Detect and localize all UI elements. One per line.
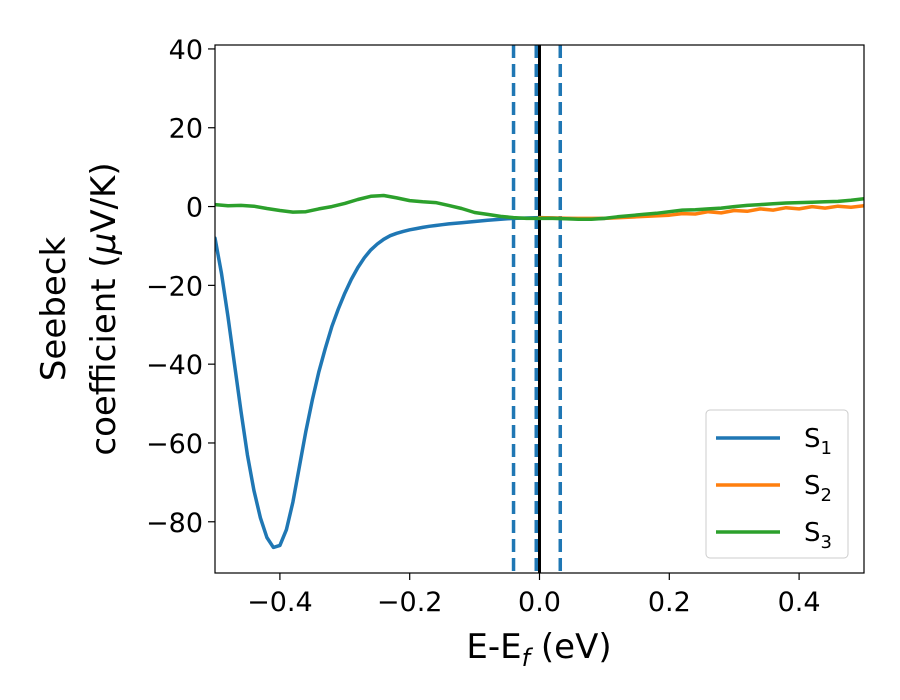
x-tick-label: −0.2 <box>377 587 443 618</box>
x-axis-ticks: −0.4 −0.2 0.0 0.2 0.4 <box>247 573 821 618</box>
y-axis-title-line2: coefficient (μV/K) <box>84 162 124 455</box>
legend: S1 S2 S3 <box>705 409 849 559</box>
y-axis-title-line1: Seebeck <box>34 237 74 382</box>
vertical-markers <box>511 45 563 573</box>
legend-label: S3 <box>804 518 832 553</box>
x-tick-label: −0.4 <box>247 587 313 618</box>
y-tick-label: −80 <box>146 508 203 539</box>
legend-item-s1: S1 <box>716 424 832 459</box>
series-line-s2 <box>537 204 864 221</box>
y-tick-label: 20 <box>169 114 203 145</box>
legend-item-s3: S3 <box>716 518 832 553</box>
x-tick-label: 0.2 <box>648 587 691 618</box>
legend-label: S2 <box>804 471 832 506</box>
y-tick-label: −40 <box>146 350 203 381</box>
y-tick-label: 0 <box>186 193 203 224</box>
series-line-s1 <box>215 215 607 550</box>
y-axis-title: Seebeck coefficient (μV/K) <box>34 162 124 455</box>
x-axis-title: E-Ef (eV) <box>466 627 611 672</box>
x-tick-label: 0.0 <box>518 587 561 618</box>
legend-item-s2: S2 <box>716 471 832 506</box>
y-tick-label: −20 <box>146 271 203 302</box>
y-tick-label: 40 <box>169 35 203 66</box>
y-axis-ticks: −80 −60 −40 −20 0 20 40 <box>146 35 215 539</box>
legend-label: S1 <box>804 424 832 459</box>
y-tick-label: −60 <box>146 429 203 460</box>
x-tick-label: 0.4 <box>778 587 821 618</box>
series-line-s3 <box>215 193 864 221</box>
series-lines <box>215 193 864 550</box>
